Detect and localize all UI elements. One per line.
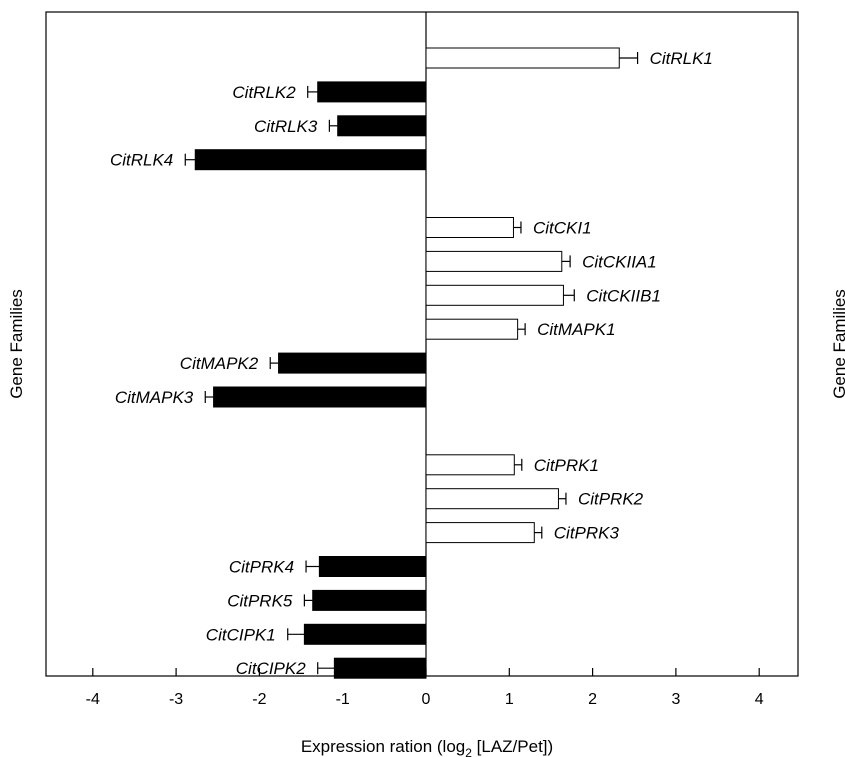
bar-citmapk2	[278, 352, 427, 374]
error-bar-citprk5	[303, 594, 313, 607]
x-tick-label--4: -4	[86, 691, 100, 708]
bar-citprk3	[425, 522, 535, 544]
bar-citcki1	[425, 217, 514, 238]
error-bar-citrlk1	[619, 52, 639, 64]
label-citckiib1: CitCKIIB1	[586, 286, 661, 305]
x-tick-label-1: 1	[505, 691, 514, 708]
x-tick-label--1: -1	[336, 691, 350, 708]
bar-citckiia1	[425, 250, 563, 272]
bar-citprk2	[425, 488, 559, 510]
x-axis-title-tail: [LAZ/Pet])	[472, 737, 553, 756]
x-tick-label--3: -3	[169, 691, 183, 708]
error-bar-citrlk4	[184, 153, 196, 166]
bar-citrlk2	[317, 81, 427, 103]
bar-citprk5	[312, 589, 427, 611]
label-citcipk2: CitCIPK2	[236, 659, 306, 678]
error-bar-citcki1	[513, 221, 522, 234]
label-citprk4: CitPRK4	[229, 558, 294, 577]
bar-citprk4	[318, 556, 427, 577]
label-citrlk1: CitRLK1	[650, 49, 713, 68]
bar-citrlk1	[425, 47, 620, 69]
x-axis-title-subscript: 2	[465, 746, 472, 757]
error-bar-citprk2	[558, 492, 567, 505]
error-bar-citprk4	[305, 560, 320, 573]
error-bar-citmapk1	[517, 323, 526, 336]
bar-citmapk1	[425, 318, 519, 340]
label-citprk2: CitPRK2	[578, 490, 644, 509]
bar-citmapk3	[213, 386, 427, 408]
y-axis-title-left: Gene Families	[7, 289, 26, 399]
x-axis-title: Expression ration (log2 [LAZ/Pet])	[301, 737, 553, 757]
error-bar-citckiib1	[563, 289, 575, 302]
error-bar-citprk1	[514, 458, 523, 471]
x-tick-label-0: 0	[422, 691, 431, 708]
label-citmapk3: CitMAPK3	[115, 388, 194, 407]
bar-citrlk3	[337, 115, 427, 137]
label-citrlk4: CitRLK4	[110, 151, 173, 170]
label-citrlk2: CitRLK2	[232, 83, 296, 102]
error-bar-citmapk3	[204, 391, 214, 403]
bar-citcipk1	[303, 623, 427, 645]
error-bar-citckiia1	[561, 255, 571, 268]
label-citrlk3: CitRLK3	[254, 117, 318, 136]
label-citmapk2: CitMAPK2	[180, 354, 259, 373]
label-citckiia1: CitCKIIA1	[582, 252, 657, 271]
label-citprk5: CitPRK5	[227, 591, 293, 610]
label-citmapk1: CitMAPK1	[537, 320, 615, 339]
x-tick-label-2: 2	[588, 691, 597, 708]
label-citcki1: CitCKI1	[533, 219, 592, 238]
label-citprk1: CitPRK1	[534, 456, 599, 475]
bars-group: CitRLK1 CitRLK2 CitRLK3 CitRLK4 CitCKI1 CitCK…	[110, 47, 713, 679]
x-tick-label-3: 3	[671, 691, 680, 708]
error-bar-citcipk1	[287, 628, 305, 641]
error-bar-citrlk2	[307, 85, 318, 98]
bar-citckiib1	[425, 284, 564, 306]
bar-citrlk4	[194, 149, 427, 171]
label-citprk3: CitPRK3	[554, 524, 620, 543]
x-tick-label--2: -2	[252, 691, 266, 708]
bar-citprk1	[425, 454, 515, 476]
error-bar-citprk3	[534, 526, 543, 539]
label-citcipk1: CitCIPK1	[206, 625, 276, 644]
bar-citcipk2	[333, 657, 427, 679]
x-axis-title-main: Expression ration (log	[301, 737, 465, 756]
x-tick-label-4: 4	[755, 691, 764, 708]
error-bar-citrlk3	[328, 119, 338, 132]
y-axis-title-right: Gene Families	[830, 289, 845, 399]
error-bar-citmapk2	[269, 357, 279, 370]
error-bar-citcipk2	[317, 662, 335, 675]
